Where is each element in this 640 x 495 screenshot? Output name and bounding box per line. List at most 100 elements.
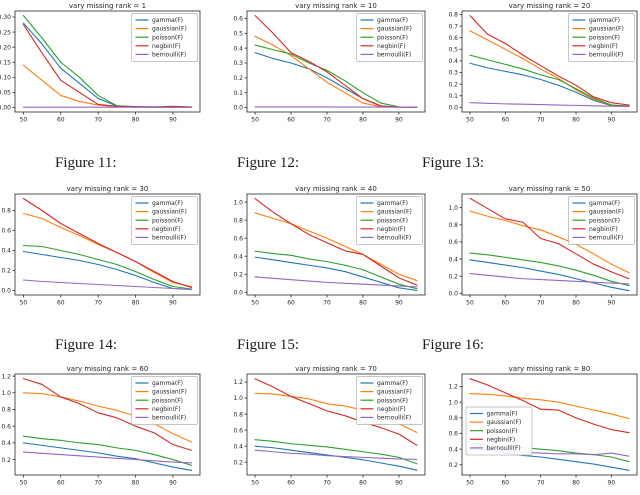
legend-label: poisson(F): [152, 217, 183, 224]
x-tick-label: 60: [287, 300, 295, 307]
series-line-poisson-f: [469, 54, 630, 107]
legend: gamma(F) gaussian(F)poisson(F) negbin(F) be…: [356, 376, 423, 425]
x-tick-label: 60: [501, 117, 509, 124]
chart-title: vary missing rank = 50: [509, 185, 591, 193]
y-tick-label: 0.1: [448, 93, 458, 100]
x-tick-label: 60: [501, 300, 509, 307]
x-tick-label: 50: [251, 117, 259, 124]
series-line-gaussian-f: [469, 393, 630, 420]
legend-label: poisson(F): [152, 397, 183, 404]
legend-label: poisson(F): [377, 397, 408, 404]
legend-label: gaussian(F): [377, 209, 412, 216]
series-line-negbin-f: [22, 24, 193, 108]
y-tick-label: 0.2: [448, 273, 458, 280]
y-tick-label: 0.05: [0, 90, 11, 97]
series-line-negbin-f: [22, 197, 193, 289]
legend-label: gamma(F): [152, 17, 183, 24]
series-line-gaussian-f: [469, 210, 630, 274]
x-tick-label: 70: [323, 480, 331, 487]
caption-figure-13: Figure 13:: [422, 155, 485, 171]
caption-figure-16: Figure 16:: [422, 337, 485, 353]
y-tick-label: 0.8: [1, 407, 11, 414]
y-tick-label: 0.4: [448, 58, 458, 65]
y-tick-label: 0.5: [233, 30, 243, 37]
y-tick-label: 0.6: [233, 427, 243, 434]
y-tick-label: 0.6: [448, 35, 458, 42]
chart-svg: vary missing rank = 20 50 60 70 80 90 0.0 0.1 0.…: [448, 2, 638, 124]
x-tick-label: 80: [132, 300, 140, 307]
series-line-bernoulli-f: [254, 449, 418, 460]
legend-label: bernoulli(F): [377, 415, 411, 422]
legend-label: bernoulli(F): [589, 52, 623, 59]
legend-label: gamma(F): [377, 200, 408, 207]
legend-label: negbin(F): [377, 43, 406, 50]
x-tick-label: 70: [94, 480, 102, 487]
legend-label: gaussian(F): [152, 26, 187, 33]
legend: gamma(F) gaussian(F)poisson(F) negbin(F) be…: [356, 13, 423, 62]
legend: gamma(F) gaussian(F)poisson(F) negbin(F) be…: [131, 196, 198, 245]
y-tick-label: 0.8: [233, 411, 243, 418]
x-tick-label: 80: [572, 300, 580, 307]
x-tick-label: 60: [287, 117, 295, 124]
legend-label: bernoulli(F): [152, 235, 186, 242]
x-tick-label: 50: [466, 300, 474, 307]
y-tick-label: 1.0: [448, 205, 458, 212]
legend-label: poisson(F): [377, 34, 408, 41]
chart-title: vary missing rank = 60: [67, 365, 149, 373]
legend-label: gamma(F): [589, 17, 620, 24]
legend: gamma(F) gaussian(F)poisson(F) negbin(F) be…: [568, 196, 635, 245]
y-tick-label: 0.4: [448, 256, 458, 263]
x-tick-label: 60: [57, 117, 65, 124]
y-tick-label: 1.0: [448, 399, 458, 406]
legend-label: gaussian(F): [487, 419, 522, 426]
y-tick-label: 0.6: [233, 16, 243, 23]
legend-label: poisson(F): [152, 34, 183, 41]
series-line-gamma-f: [469, 259, 630, 292]
x-tick-label: 80: [132, 117, 140, 124]
x-tick-label: 50: [466, 480, 474, 487]
y-tick-label: 0.4: [233, 443, 243, 450]
chart-svg: vary missing rank = 30 50 60 70 80 90 0.0 0.2 0.…: [1, 185, 201, 307]
y-tick-label: 0.0: [233, 289, 243, 296]
y-tick-label: 0.00: [0, 105, 11, 112]
chart-vary-missing-rank-1: vary missing rank = 1 50 60 70 80 90 0.00 0.05 0…: [0, 0, 212, 132]
x-tick-label: 80: [132, 480, 140, 487]
x-tick-label: 90: [395, 480, 403, 487]
y-tick-label: 1.0: [233, 395, 243, 402]
legend-label: negbin(F): [152, 226, 181, 233]
caption-figure-12: Figure 12:: [237, 155, 300, 171]
legend: gamma(F) gaussian(F)poisson(F) negbin(F) be…: [356, 196, 423, 245]
y-tick-label: 0.8: [1, 208, 11, 215]
legend-label: gaussian(F): [152, 209, 187, 216]
chart-svg: vary missing rank = 50 50 60 70 80 90 0.0 0.2 0.…: [448, 185, 638, 307]
series-line-bernoulli-f: [22, 279, 193, 290]
y-tick-label: 0.6: [233, 235, 243, 242]
chart-svg: vary missing rank = 80 50 60 70 80 90 0.2 0.4 0.…: [448, 365, 638, 487]
legend-label: poisson(F): [377, 217, 408, 224]
series-line-poisson-f: [254, 439, 418, 465]
x-tick-label: 70: [537, 480, 545, 487]
chart-svg: vary missing rank = 10 50 60 70 80 90 0.0 0.1 0.…: [233, 2, 426, 124]
y-tick-label: 0.4: [1, 440, 11, 447]
y-tick-label: 0.4: [1, 248, 11, 255]
chart-title: vary missing rank = 40: [295, 185, 377, 193]
chart-vary-missing-rank-80: vary missing rank = 80 50 60 70 80 90 0.2 0.4 0.…: [428, 363, 640, 495]
series-line-negbin-f: [469, 15, 630, 106]
chart-title: vary missing rank = 70: [295, 365, 377, 373]
y-tick-label: 0.2: [448, 81, 458, 88]
y-tick-label: 0.30: [0, 14, 11, 21]
y-tick-label: 0.0: [1, 288, 11, 295]
x-tick-label: 90: [169, 300, 177, 307]
chart-vary-missing-rank-70: vary missing rank = 70 50 60 70 80 90 0.2 0.4 0.…: [214, 363, 426, 495]
y-tick-label: 1.0: [1, 390, 11, 397]
legend-label: poisson(F): [589, 217, 620, 224]
y-tick-label: 0.8: [448, 12, 458, 19]
chart-svg: vary missing rank = 70 50 60 70 80 90 0.2 0.4 0.…: [233, 365, 426, 487]
series-line-poisson-f: [22, 435, 193, 466]
x-tick-label: 80: [572, 117, 580, 124]
x-tick-label: 50: [20, 480, 28, 487]
chart-vary-missing-rank-10: vary missing rank = 10 50 60 70 80 90 0.0 0.1 0.…: [214, 0, 426, 132]
caption-figure-15: Figure 15:: [237, 337, 300, 353]
series-line-bernoulli-f: [22, 451, 193, 464]
x-tick-label: 60: [57, 300, 65, 307]
